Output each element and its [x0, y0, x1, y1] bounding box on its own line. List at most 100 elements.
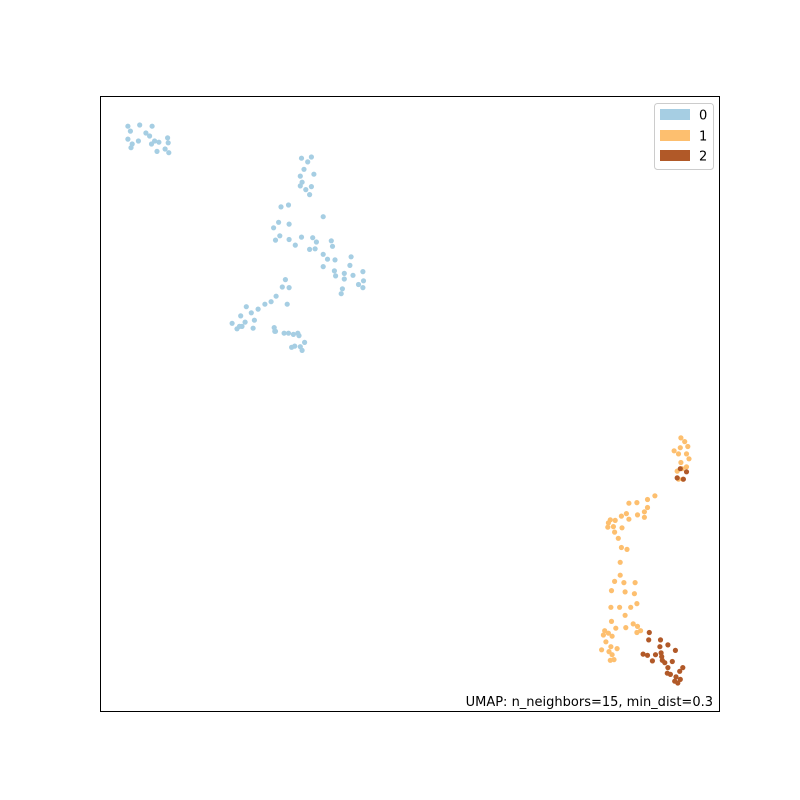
point-cluster-0-75 [242, 319, 248, 325]
point-cluster-0-55 [350, 272, 356, 278]
point-cluster-0-30 [278, 204, 284, 210]
point-cluster-0-38 [292, 242, 298, 248]
point-cluster-1-4 [683, 451, 690, 457]
point-cluster-1-46 [608, 604, 614, 610]
point-cluster-1-52 [634, 623, 641, 630]
point-cluster-0-31 [320, 214, 326, 220]
point-cluster-0-28 [297, 183, 303, 189]
point-cluster-0-34 [271, 225, 277, 231]
point-cluster-0-26 [303, 187, 309, 193]
point-cluster-0-85 [290, 331, 296, 337]
point-cluster-0-63 [282, 277, 288, 283]
legend-label-1: 1 [699, 130, 707, 145]
point-cluster-0-79 [234, 326, 240, 332]
legend-label-0: 0 [699, 109, 707, 124]
point-cluster-0-40 [310, 235, 316, 241]
point-cluster-0-9 [156, 139, 162, 145]
point-cluster-0-2 [149, 123, 155, 129]
point-cluster-0-68 [268, 299, 274, 305]
point-cluster-1-22 [623, 510, 630, 517]
point-cluster-1-34 [624, 546, 630, 553]
point-cluster-0-12 [162, 146, 168, 152]
point-cluster-0-14 [166, 150, 172, 156]
point-cluster-0-17 [152, 138, 158, 144]
point-cluster-1-0 [678, 435, 684, 441]
point-cluster-0-42 [328, 238, 334, 244]
point-cluster-1-37 [612, 578, 618, 585]
point-cluster-1-43 [634, 601, 640, 607]
point-cluster-0-53 [341, 270, 347, 276]
point-cluster-1-1 [682, 439, 688, 445]
point-cluster-0-92 [272, 328, 279, 334]
point-cluster-0-62 [333, 273, 339, 279]
point-cluster-0-45 [312, 246, 318, 252]
point-cluster-2-19 [677, 668, 683, 674]
point-cluster-2-25 [672, 678, 678, 684]
point-cluster-1-45 [617, 604, 623, 610]
point-cluster-0-64 [279, 284, 285, 290]
point-cluster-1-17 [644, 504, 651, 511]
point-cluster-0-51 [320, 264, 326, 270]
point-cluster-1-3 [677, 445, 683, 451]
point-cluster-1-50 [623, 625, 629, 631]
point-cluster-2-6 [657, 637, 664, 643]
point-cluster-0-6 [125, 136, 131, 142]
point-cluster-1-30 [605, 520, 612, 526]
point-cluster-2-17 [669, 658, 675, 665]
point-cluster-1-42 [632, 580, 638, 586]
legend-swatch-0 [660, 109, 690, 120]
point-cluster-1-28 [612, 529, 618, 535]
point-cluster-0-48 [332, 257, 338, 263]
point-cluster-1-18 [641, 509, 648, 515]
point-cluster-1-48 [608, 618, 615, 625]
point-cluster-0-19 [308, 154, 314, 160]
umap-parameters-annotation: UMAP: n_neighbors=15, min_dist=0.3 [466, 695, 713, 710]
point-cluster-0-70 [255, 306, 261, 312]
point-cluster-0-65 [286, 285, 292, 291]
point-cluster-0-84 [285, 330, 292, 336]
point-cluster-0-33 [286, 221, 292, 227]
point-cluster-1-29 [619, 525, 625, 531]
point-cluster-0-77 [250, 325, 256, 331]
point-cluster-1-24 [618, 513, 625, 519]
point-cluster-0-23 [311, 171, 317, 177]
point-cluster-0-1 [137, 122, 143, 128]
point-cluster-0-73 [238, 313, 244, 319]
scatter-points [125, 122, 692, 686]
point-cluster-1-12 [683, 464, 690, 470]
point-cluster-2-18 [680, 665, 686, 671]
point-cluster-1-60 [614, 646, 620, 652]
point-cluster-0-41 [313, 239, 319, 245]
point-cluster-1-14 [652, 493, 658, 499]
point-cluster-1-59 [608, 644, 614, 650]
point-cluster-1-65 [607, 657, 613, 663]
point-cluster-0-16 [128, 145, 134, 151]
point-cluster-0-47 [324, 256, 331, 262]
point-cluster-0-59 [360, 285, 366, 291]
point-cluster-2-2 [674, 475, 680, 481]
point-cluster-0-67 [273, 293, 279, 299]
point-cluster-1-2 [685, 443, 691, 450]
point-cluster-1-5 [675, 451, 682, 457]
point-cluster-0-20 [305, 159, 311, 165]
axes-frame [100, 96, 720, 712]
point-cluster-0-13 [154, 148, 160, 154]
legend-swatch-1 [660, 130, 690, 141]
point-cluster-1-31 [605, 524, 611, 530]
point-cluster-0-22 [297, 173, 303, 179]
point-cluster-1-19 [634, 512, 641, 518]
point-cluster-0-46 [320, 251, 326, 257]
point-cluster-0-69 [262, 301, 268, 307]
point-cluster-1-55 [600, 632, 607, 638]
point-cluster-0-66 [284, 301, 290, 307]
point-cluster-0-4 [143, 130, 149, 136]
point-cluster-0-90 [299, 347, 305, 353]
point-cluster-0-52 [331, 268, 337, 274]
point-cluster-1-49 [630, 621, 636, 627]
point-cluster-2-12 [652, 652, 659, 658]
point-cluster-0-50 [347, 262, 353, 268]
point-cluster-2-3 [680, 476, 687, 482]
point-cluster-0-87 [302, 339, 308, 345]
point-cluster-0-29 [285, 202, 292, 208]
point-cluster-0-60 [339, 286, 345, 292]
